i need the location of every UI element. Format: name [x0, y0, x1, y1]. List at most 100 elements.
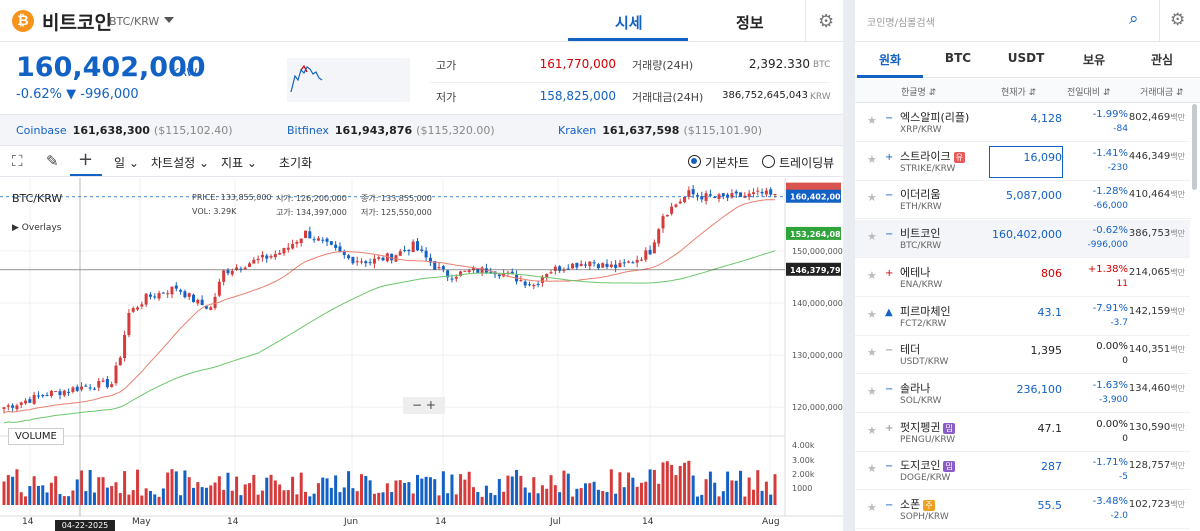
chart-settings-menu[interactable]: 차트설정 ⌄	[151, 156, 210, 170]
chevron-down-icon[interactable]	[164, 17, 174, 23]
table-row[interactable]: ★ − 솔라나 SOL/KRW 236,100 -1.63% -3,900 134,460백만	[855, 375, 1190, 413]
candle-body	[248, 263, 252, 268]
tab-sise[interactable]: 시세	[615, 14, 643, 32]
volume-bar	[713, 482, 717, 505]
price-chart[interactable]: 150,000,000 140,000,000 130,000,000 120,000…	[0, 178, 843, 531]
candle-body	[467, 270, 471, 273]
col-amount[interactable]: 거래대금 ⇵	[1140, 88, 1184, 98]
star-icon[interactable]: ★	[867, 230, 877, 244]
candle-body	[11, 405, 15, 408]
star-icon[interactable]: ★	[867, 384, 877, 398]
gear-icon[interactable]: ⚙	[818, 11, 835, 32]
table-row[interactable]: ★ + 에테나 ENA/KRW 806 +1.38% 11 214,065백만	[855, 259, 1190, 297]
coin-amount: 128,757백만	[1129, 460, 1185, 471]
search-icon[interactable]: ⌕	[1129, 9, 1139, 29]
candle-body	[476, 268, 480, 273]
candlestick-chart[interactable]: 150,000,000 140,000,000 130,000,000 120,000…	[0, 178, 843, 531]
volume-bar	[248, 483, 252, 505]
candle-body	[265, 255, 269, 259]
indicators-menu[interactable]: 지표 ⌄	[221, 156, 257, 170]
candle-body	[519, 280, 523, 282]
table-row[interactable]: ★ − 엑스알피(리플) XRP/KRW 4,128 -1.99% -84 802,469백만	[855, 104, 1190, 142]
coin-name[interactable]: 이더리움	[900, 186, 940, 202]
coin-name[interactable]: 솔라나	[900, 380, 930, 396]
tradingview-label[interactable]: 트레이딩뷰	[779, 156, 835, 170]
star-icon[interactable]: ★	[867, 462, 877, 476]
coin-amount-unit: 백만	[1170, 345, 1185, 355]
star-icon[interactable]: ★	[867, 501, 877, 514]
coin-name[interactable]: 에테나	[900, 264, 930, 280]
coin-name[interactable]: 피르마체인	[900, 303, 951, 319]
volume-bar	[166, 472, 170, 505]
candle-body	[510, 271, 514, 275]
volume-bar	[558, 492, 562, 505]
table-row[interactable]: ★ ▲ 피르마체인 FCT2/KRW 43.1 -7.91% -3.7 142,159백만	[855, 298, 1190, 336]
coin-name[interactable]: 테더	[900, 341, 920, 357]
volume-bar	[355, 491, 359, 505]
candle-body	[670, 206, 674, 214]
candle-body	[97, 381, 101, 388]
col-name[interactable]: 한글명 ⇵	[901, 88, 937, 98]
star-icon[interactable]: ★	[867, 307, 877, 321]
star-icon[interactable]: ★	[867, 268, 877, 282]
coin-change-diff: -3.7	[1110, 317, 1128, 328]
star-icon[interactable]: ★	[867, 114, 877, 127]
search-input[interactable]: 코인명/심볼검색	[867, 18, 935, 29]
interval-select[interactable]: 일 ⌄	[114, 156, 139, 170]
coin-name[interactable]: 펏지펭귄 밈	[900, 419, 955, 435]
tab-holdings[interactable]: 보유	[1082, 53, 1106, 67]
coin-amount: 386,753백만	[1129, 228, 1185, 239]
star-icon[interactable]: ★	[867, 152, 877, 166]
tab-info[interactable]: 정보	[736, 14, 764, 32]
volume-bar	[652, 469, 656, 505]
col-price[interactable]: 현재가 ⇵	[1001, 88, 1037, 98]
overlays-toggle[interactable]: ▶ Overlays	[12, 223, 62, 233]
volume-bar	[635, 486, 639, 505]
candle-body	[92, 388, 96, 390]
price-tag-label: 146,379,790	[790, 266, 843, 275]
fullscreen-icon[interactable]: ⛶	[12, 152, 23, 170]
table-row[interactable]: ★ − 테더 USDT/KRW 1,395 0.00% 0 140,351백만	[855, 336, 1190, 375]
star-icon[interactable]: ★	[867, 191, 877, 205]
candle-body	[726, 194, 730, 198]
candle-body	[75, 386, 79, 391]
tab-favorites[interactable]: 관심	[1150, 53, 1174, 67]
candle-body	[338, 246, 342, 252]
table-row[interactable]: ★ + 스트라이크 유 STRIKE/KRW 16,090 -1.41% -230 446,34…	[855, 143, 1190, 181]
table-row[interactable]: ★ − 소폰 주 SOPH/KRW 55.5 -3.48% -2.0 102,723백만	[855, 491, 1190, 529]
coin-name[interactable]: 엑스알피(리플)	[900, 109, 969, 125]
basic-chart-label[interactable]: 기본차트	[705, 156, 750, 170]
volume-bar	[321, 477, 325, 505]
tab-btc[interactable]: BTC	[944, 51, 972, 65]
col-change[interactable]: 전일대비 ⇵	[1067, 88, 1111, 98]
coin-name[interactable]: 비트코인	[900, 225, 940, 241]
coin-name[interactable]: 도지코인 밈	[900, 457, 955, 473]
table-row[interactable]: ★ − 도지코인 밈 DOGE/KRW 287 -1.71% -5 128,757백만	[855, 452, 1190, 491]
star-icon[interactable]: ★	[867, 346, 877, 360]
volume-bar	[278, 484, 282, 505]
tab-krw[interactable]: 원화	[878, 53, 902, 67]
trend-icon: −	[885, 113, 894, 124]
pencil-icon[interactable]: ✎	[46, 152, 59, 170]
scrollbar[interactable]	[1192, 104, 1197, 190]
coin-change-diff: -66,000	[1093, 201, 1128, 212]
table-row[interactable]: ★ − 비트코인 BTC/KRW 160,402,000 -0.62% -996,000 38…	[855, 220, 1190, 259]
exchange-bitfinex: Bitfinex 161,943,876 ($115,320.00)	[287, 124, 495, 137]
table-row[interactable]: ★ + 펏지펭귄 밈 PENGU/KRW 47.1 0.00% 0 130,590백만	[855, 414, 1190, 452]
zoom-controls[interactable]: − +	[403, 397, 445, 414]
reset-button[interactable]: 초기화	[279, 156, 313, 170]
coin-name[interactable]: 비트코인	[42, 12, 112, 34]
table-row[interactable]: ★ − 이더리움 ETH/KRW 5,087,000 -1.28% -66,000 410,4…	[855, 181, 1190, 220]
gear-icon[interactable]: ⚙	[1170, 10, 1186, 30]
basic-chart-radio[interactable]	[688, 155, 701, 168]
tab-usdt[interactable]: USDT	[1007, 51, 1045, 65]
star-icon[interactable]: ★	[867, 423, 877, 437]
candle-body	[480, 267, 484, 274]
candle-body	[540, 277, 544, 283]
tradingview-radio[interactable]	[762, 155, 775, 168]
coin-name[interactable]: 소폰 주	[900, 496, 935, 512]
coin-name[interactable]: 스트라이크 유	[900, 148, 965, 164]
crosshair-icon[interactable]: +	[78, 149, 94, 170]
coin-amount-unit: 백만	[1170, 500, 1185, 509]
coin-symbol: PENGU/KRW	[900, 434, 956, 445]
